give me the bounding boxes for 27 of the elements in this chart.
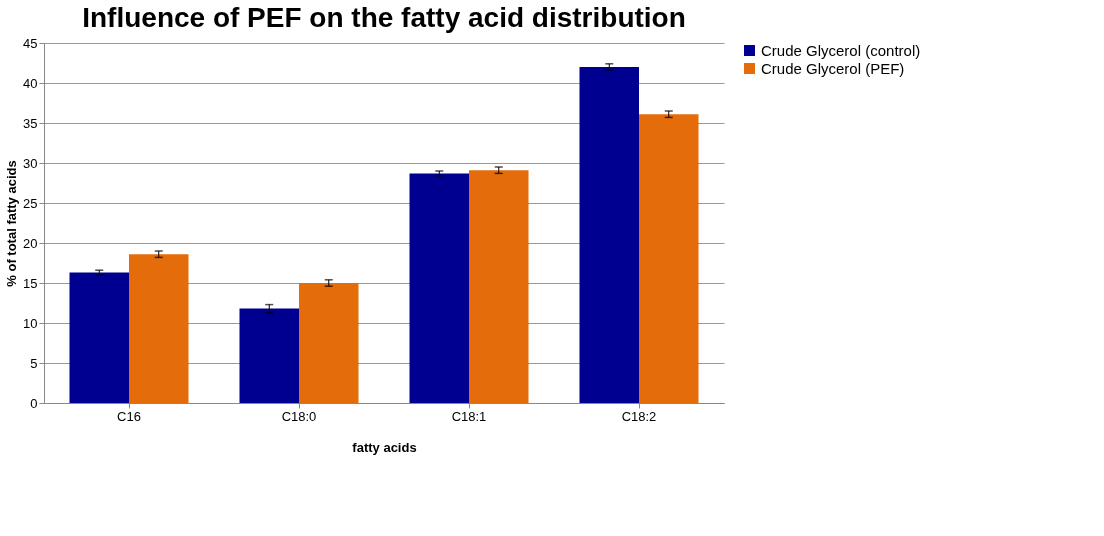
- x-axis-title: fatty acids: [352, 439, 417, 455]
- y-tick-label: 30: [23, 155, 38, 171]
- y-tick-label: 5: [30, 355, 38, 371]
- y-tick-label: 25: [23, 195, 38, 211]
- y-tick-label: 20: [23, 235, 38, 251]
- bar: [469, 170, 529, 403]
- x-tick-label: C18:0: [281, 408, 317, 424]
- y-tick-label: 15: [23, 275, 38, 291]
- y-tick-label: 0: [30, 395, 38, 411]
- x-tick-label: C18:2: [621, 408, 657, 424]
- chart-title: Influence of PEF on the fatty acid distribution: [82, 2, 686, 33]
- legend-label: Crude Glycerol (control): [761, 41, 921, 59]
- x-tick-label: C16: [117, 408, 141, 424]
- bar: [579, 67, 639, 403]
- y-tick-label: 45: [23, 35, 38, 51]
- legend-label: Crude Glycerol (PEF): [761, 59, 905, 77]
- bar: [299, 283, 359, 403]
- bar: [409, 173, 469, 403]
- bar: [129, 254, 189, 403]
- x-tick-label: C18:1: [451, 408, 487, 424]
- y-tick-label: 35: [23, 115, 38, 131]
- bar: [69, 272, 129, 403]
- bar: [639, 114, 699, 403]
- y-axis-title: % of total fatty acids: [4, 160, 20, 287]
- y-tick-label: 10: [23, 315, 38, 331]
- bar: [239, 308, 299, 403]
- y-tick-label: 40: [23, 75, 38, 91]
